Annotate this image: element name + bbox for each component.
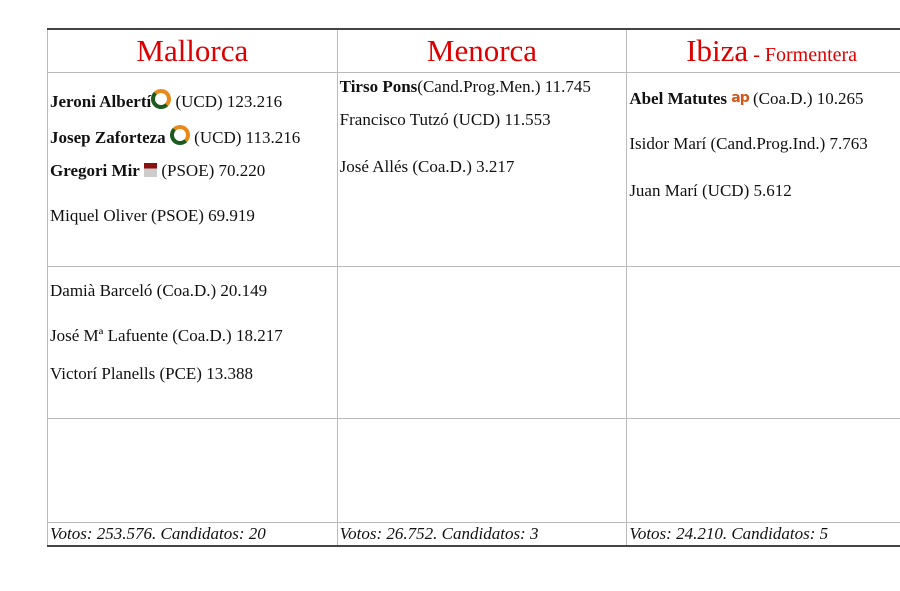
ap-logo-icon: ap <box>731 90 749 106</box>
candidate: Damià Barceló (Coa.D.) 20.149 <box>50 281 268 300</box>
results-table: Mallorca Menorca Ibiza - Formentera Jero… <box>47 28 900 547</box>
candidate: Tirso Pons(Cand.Prog.Men.) 11.745 <box>339 77 591 96</box>
empty-cell <box>626 418 900 523</box>
candidate: Juan Marí (UCD) 5.612 <box>629 181 792 200</box>
empty-cell <box>336 418 628 523</box>
candidate: Abel Matutes ap (Coa.D.) 10.265 <box>629 89 864 108</box>
footer-menorca: Votos: 26.752. Candidatos: 3 <box>336 522 628 547</box>
empty-cell <box>336 266 628 419</box>
footer-mallorca: Votos: 253.576. Candidatos: 20 <box>47 522 338 547</box>
candidate: Gregori Mir (PSOE) 70.220 <box>50 161 266 180</box>
ucd-logo-icon <box>169 125 190 145</box>
candidate: Isidor Marí (Cand.Prog.Ind.) 7.763 <box>629 134 868 153</box>
header-mallorca: Mallorca <box>47 28 338 73</box>
empty-cell <box>47 418 338 523</box>
footer-ibiza: Votos: 24.210. Candidatos: 5 <box>626 522 900 547</box>
ucd-logo-icon <box>151 89 172 109</box>
header-menorca: Menorca <box>336 28 628 73</box>
candidate: Josep Zaforteza (UCD) 113.216 <box>50 125 335 147</box>
empty-cell <box>626 266 900 419</box>
candidate: Miquel Oliver (PSOE) 69.919 <box>50 206 255 225</box>
ibiza-elected: Abel Matutes ap (Coa.D.) 10.265 Isidor M… <box>626 72 900 267</box>
mallorca-elected: Jeroni Albertí (UCD) 123.216 Josep Zafor… <box>47 72 338 267</box>
candidate: Victorí Planells (PCE) 13.388 <box>50 364 253 383</box>
candidate: Francisco Tutzó (UCD) 11.553 <box>339 110 551 129</box>
candidate: José Mª Lafuente (Coa.D.) 18.217 <box>50 326 283 345</box>
header-ibiza: Ibiza - Formentera <box>626 28 900 73</box>
mallorca-others: Damià Barceló (Coa.D.) 20.149 José Mª La… <box>47 266 338 419</box>
psoe-logo-icon <box>144 163 158 177</box>
candidate: José Allés (Coa.D.) 3.217 <box>339 157 515 176</box>
candidate: Jeroni Albertí (UCD) 123.216 <box>50 89 335 111</box>
menorca-elected: Tirso Pons(Cand.Prog.Men.) 11.745 Franci… <box>336 72 628 267</box>
